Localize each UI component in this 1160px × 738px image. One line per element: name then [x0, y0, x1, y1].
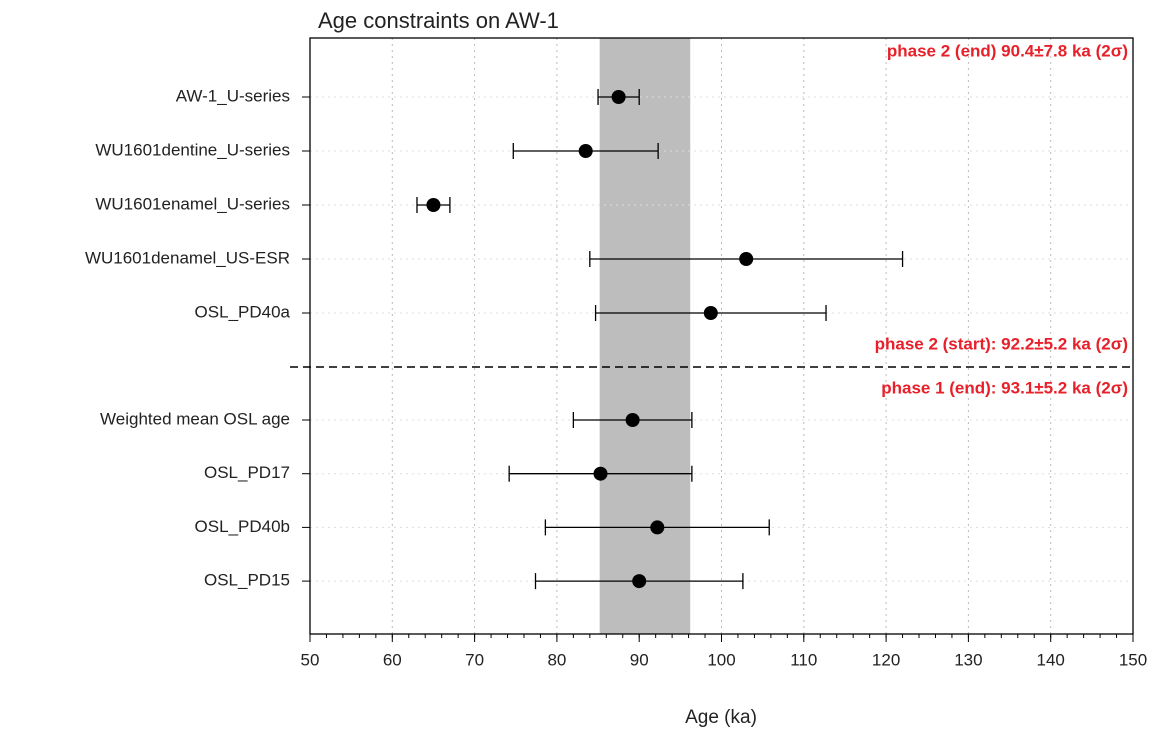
- annotation: phase 2 (end) 90.4±7.8 ka (2σ): [887, 41, 1128, 60]
- x-tick-label: 80: [547, 650, 566, 669]
- x-tick-label: 150: [1119, 650, 1147, 669]
- data-point: [625, 413, 640, 427]
- y-tick-label: WU1601denamel_US-ESR: [85, 248, 290, 267]
- data-point: [426, 198, 441, 212]
- y-tick-label: OSL_PD15: [204, 571, 290, 590]
- data-point: [632, 574, 647, 589]
- shaded-range: [599, 38, 691, 634]
- data-point: [739, 252, 754, 266]
- annotation: phase 2 (start): 92.2±5.2 ka (2σ): [875, 334, 1128, 353]
- x-tick-label: 90: [630, 650, 649, 669]
- x-tick-label: 70: [465, 650, 484, 669]
- y-tick-label: AW-1_U-series: [176, 86, 290, 105]
- y-tick-label: Weighted mean OSL age: [100, 409, 290, 428]
- x-tick-label: 50: [301, 650, 320, 669]
- y-tick-label: WU1601dentine_U-series: [95, 140, 290, 159]
- y-tick-label: OSL_PD40b: [195, 517, 290, 536]
- x-axis-label: Age (ka): [685, 707, 757, 728]
- x-tick-label: 140: [1037, 650, 1065, 669]
- x-tick-label: 100: [707, 650, 735, 669]
- y-tick-label: OSL_PD17: [204, 463, 290, 482]
- x-tick-label: 120: [872, 650, 900, 669]
- data-point: [650, 520, 665, 535]
- x-tick-label: 130: [954, 650, 982, 669]
- x-tick-label: 60: [383, 650, 402, 669]
- data-point: [593, 466, 608, 481]
- y-tick-label: WU1601enamel_U-series: [95, 194, 290, 213]
- plot-frame: [309, 37, 1134, 635]
- data-point: [578, 144, 593, 158]
- annotation: phase 1 (end): 93.1±5.2 ka (2σ): [881, 378, 1128, 397]
- data-point: [611, 90, 626, 104]
- chart-title: Age constraints on AW-1: [318, 8, 559, 33]
- y-tick-label: OSL_PD40a: [195, 302, 291, 321]
- data-point: [703, 306, 718, 320]
- x-tick-label: 110: [790, 650, 817, 669]
